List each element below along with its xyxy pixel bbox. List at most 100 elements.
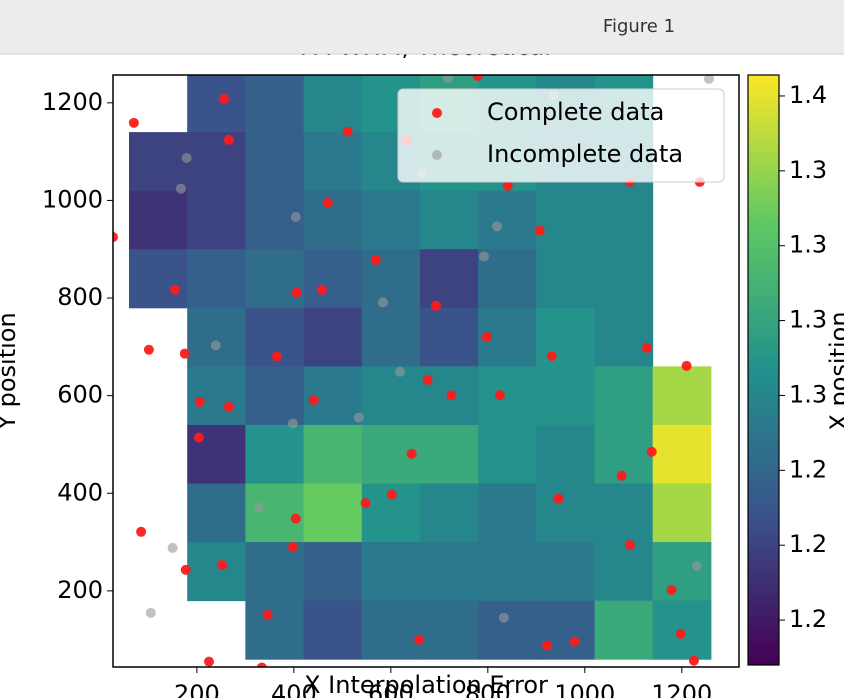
heat-cell [187,483,246,543]
colorbar-label: X position [825,311,844,430]
data-point [145,607,156,618]
heat-cell [419,307,479,367]
heat-cell [419,190,479,250]
data-point [204,656,215,667]
heat-cell [652,424,712,484]
colorbar-tick-label: 1.3 [789,306,827,334]
heat-cell [187,75,246,133]
x-tick-label: 400 [271,680,317,698]
heat-cell [478,542,537,602]
data-point [703,75,714,84]
data-point [179,348,190,359]
data-point [541,640,552,651]
colorbar [747,74,780,666]
data-point [271,351,282,362]
heat-cell [303,483,363,543]
heat-cell [245,366,305,426]
heat-cell [245,542,305,602]
heat-cell [187,190,246,250]
x-tick-label: 800 [465,680,511,698]
heat-cell [129,132,188,192]
heat-cell [652,483,712,543]
x-tick-label: 1000 [554,680,615,698]
colorbar-tick-label: 1.3 [789,380,827,408]
data-point [128,117,139,128]
data-point [256,662,267,667]
data-point [370,254,381,265]
x-tick-label: 600 [368,680,414,698]
heat-cell [594,190,654,250]
data-point [494,390,505,401]
data-point [223,401,234,412]
data-point [219,93,230,104]
y-tick-label: 1000 [42,185,103,213]
y-tick-label: 200 [57,576,103,604]
window-title: Figure 1 [603,16,675,37]
heat-cell [594,600,654,660]
colorbar-tick-label: 1.3 [789,231,827,259]
heat-cell [594,307,654,367]
heat-cell [478,190,537,250]
heat-cell [652,542,712,602]
data-point [316,284,327,295]
heat-cell [245,600,305,660]
y-tick-label: 600 [57,381,103,409]
heat-cell [536,600,596,660]
heat-cell [187,307,246,367]
y-axis-label: Y position [0,312,21,430]
heat-cell [594,249,654,309]
data-point [641,342,652,353]
heat-cell [594,366,654,426]
data-point [143,344,154,355]
data-point [170,284,181,295]
data-point [546,351,557,362]
heat-cell [303,542,363,602]
heat-cell [245,424,305,484]
heat-cell [419,600,479,660]
heat-cell [245,483,305,543]
data-point [210,340,221,351]
data-point [443,75,454,83]
data-point [395,366,406,377]
data-point [223,134,234,145]
data-point [413,634,424,645]
data-point [290,212,301,223]
data-point [472,75,483,81]
heat-cell [478,366,537,426]
data-point [194,396,205,407]
data-point [181,152,192,163]
colorbar-tick-label: 1.2 [789,605,827,633]
legend-marker [432,108,442,118]
heat-cell [361,249,421,309]
heat-cell [303,249,363,309]
next-subplot-title: X Interpolation Error [304,671,548,698]
data-point [502,180,513,191]
heat-cell [652,366,712,426]
heat-cell [361,190,421,250]
y-tick-label: 800 [57,283,103,311]
x-tick-label: 200 [174,680,220,698]
data-point [666,584,677,595]
heat-cell [361,542,421,602]
data-point [287,418,298,429]
data-point [478,251,489,262]
heat-cell [245,75,305,133]
data-point [290,513,301,524]
data-point [291,287,302,298]
data-point [217,559,228,570]
heat-cell [303,75,363,133]
heat-cell [478,600,537,660]
heat-cell [536,424,596,484]
data-point [675,628,686,639]
data-point [481,332,492,343]
data-point [681,360,692,371]
heat-cell [187,132,246,192]
data-point [406,448,417,459]
data-point [360,498,371,509]
data-point [167,542,178,553]
heat-cell [361,307,421,367]
heat-cell [536,366,596,426]
heat-cell [245,249,305,309]
data-point [342,126,353,137]
